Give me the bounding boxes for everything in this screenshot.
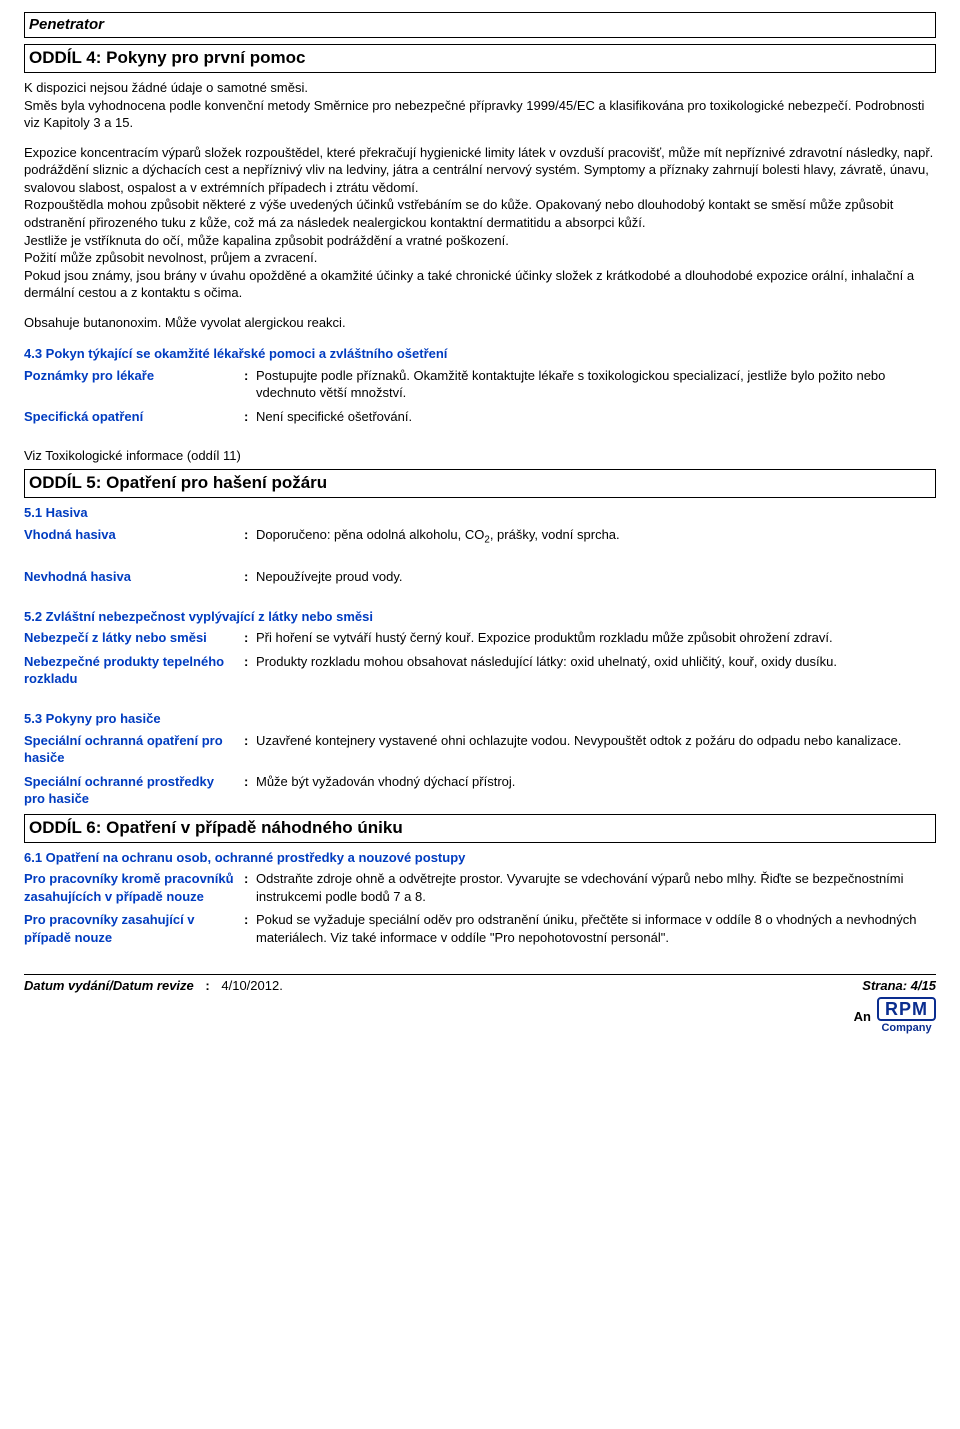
kv-row: Nebezpečné produkty tepelného rozkladu :… <box>24 653 936 688</box>
kv-label: Specifická opatření <box>24 408 244 426</box>
tox-note: Viz Toxikologické informace (oddíl 11) <box>24 447 936 465</box>
section-4-body: K dispozici nejsou žádné údaje o samotné… <box>24 79 936 331</box>
kv-row: Nevhodná hasiva : Nepoužívejte proud vod… <box>24 568 936 586</box>
footer-date: Datum vydání/Datum revize : 4/10/2012. <box>24 977 283 995</box>
s4-p2: Expozice koncentracím výparů složek rozp… <box>24 144 936 197</box>
colon-icon: : <box>244 408 256 426</box>
kv-label: Nebezpečí z látky nebo směsi <box>24 629 244 647</box>
kv-value: Nepoužívejte proud vody. <box>256 568 936 586</box>
footer-row: Datum vydání/Datum revize : 4/10/2012. S… <box>24 975 936 995</box>
rpm-company-text: Company <box>881 1021 931 1036</box>
colon-icon: : <box>244 526 256 544</box>
subhead-4-3: 4.3 Pokyn týkající se okamžité lékařské … <box>24 345 936 363</box>
logo-an: An <box>854 1008 871 1026</box>
colon-icon: : <box>244 367 256 385</box>
subhead-5-1: 5.1 Hasiva <box>24 504 936 522</box>
kv-value: Doporučeno: pěna odolná alkoholu, CO2, p… <box>256 526 936 547</box>
subhead-5-2: 5.2 Zvláštní nebezpečnost vyplývající z … <box>24 608 936 626</box>
s4-p6: Pokud jsou známy, jsou brány v úvahu opo… <box>24 267 936 302</box>
colon-icon: : <box>205 978 209 993</box>
kv-label: Pro pracovníky kromě pracovníků zasahují… <box>24 870 244 905</box>
footer-page: Strana: 4/15 <box>862 977 936 995</box>
rpm-logo: RPM Company <box>877 997 936 1036</box>
section-5-title: ODDÍL 5: Opatření pro hašení požáru <box>24 469 936 498</box>
s4-p5: Požití může způsobit nevolnost, průjem a… <box>24 249 936 267</box>
s4-p0: K dispozici nejsou žádné údaje o samotné… <box>24 79 936 97</box>
colon-icon: : <box>244 629 256 647</box>
kv-label: Speciální ochranné prostředky pro hasiče <box>24 773 244 808</box>
kv-row: Speciální ochranná opatření pro hasiče :… <box>24 732 936 767</box>
kv-value: Může být vyžadován vhodný dýchací přístr… <box>256 773 936 791</box>
rpm-logo-text: RPM <box>877 997 936 1021</box>
section-6-title: ODDÍL 6: Opatření v případě náhodného ún… <box>24 814 936 843</box>
s4-p7: Obsahuje butanonoxim. Může vyvolat alerg… <box>24 314 936 332</box>
subhead-5-3: 5.3 Pokyny pro hasiče <box>24 710 936 728</box>
kv-row: Pro pracovníky kromě pracovníků zasahují… <box>24 870 936 905</box>
kv-row: Vhodná hasiva : Doporučeno: pěna odolná … <box>24 526 936 547</box>
colon-icon: : <box>244 911 256 929</box>
kv-label: Vhodná hasiva <box>24 526 244 544</box>
colon-icon: : <box>244 870 256 888</box>
product-name: Penetrator <box>29 16 104 33</box>
kv-row: Pro pracovníky zasahující v případě nouz… <box>24 911 936 946</box>
product-name-box: Penetrator <box>24 12 936 38</box>
s4-p3: Rozpouštědla mohou způsobit některé z vý… <box>24 196 936 231</box>
colon-icon: : <box>244 568 256 586</box>
subhead-6-1: 6.1 Opatření na ochranu osob, ochranné p… <box>24 849 936 867</box>
s4-p1: Směs byla vyhodnocena podle konvenční me… <box>24 97 936 132</box>
colon-icon: : <box>244 732 256 750</box>
kv-value: Není specifické ošetřování. <box>256 408 936 426</box>
colon-icon: : <box>244 653 256 671</box>
footer-logo-row: An RPM Company <box>24 997 936 1036</box>
kv-label: Speciální ochranná opatření pro hasiče <box>24 732 244 767</box>
kv-value: Produkty rozkladu mohou obsahovat násled… <box>256 653 936 671</box>
kv-value: Pokud se vyžaduje speciální oděv pro ods… <box>256 911 936 946</box>
kv-label: Nevhodná hasiva <box>24 568 244 586</box>
kv-value: Postupujte podle příznaků. Okamžitě kont… <box>256 367 936 402</box>
kv-label: Pro pracovníky zasahující v případě nouz… <box>24 911 244 946</box>
kv-value: Uzavřené kontejnery vystavené ohni ochla… <box>256 732 936 750</box>
kv-row: Specifická opatření : Není specifické oš… <box>24 408 936 426</box>
colon-icon: : <box>244 773 256 791</box>
section-4-title: ODDÍL 4: Pokyny pro první pomoc <box>24 44 936 73</box>
kv-row: Nebezpečí z látky nebo směsi : Při hořen… <box>24 629 936 647</box>
kv-row: Poznámky pro lékaře : Postupujte podle p… <box>24 367 936 402</box>
kv-label: Poznámky pro lékaře <box>24 367 244 385</box>
kv-row: Speciální ochranné prostředky pro hasiče… <box>24 773 936 808</box>
kv-label: Nebezpečné produkty tepelného rozkladu <box>24 653 244 688</box>
s4-p4: Jestliže je vstříknuta do očí, může kapa… <box>24 232 936 250</box>
kv-value: Odstraňte zdroje ohně a odvětrejte prost… <box>256 870 936 905</box>
kv-value: Při hoření se vytváří hustý černý kouř. … <box>256 629 936 647</box>
